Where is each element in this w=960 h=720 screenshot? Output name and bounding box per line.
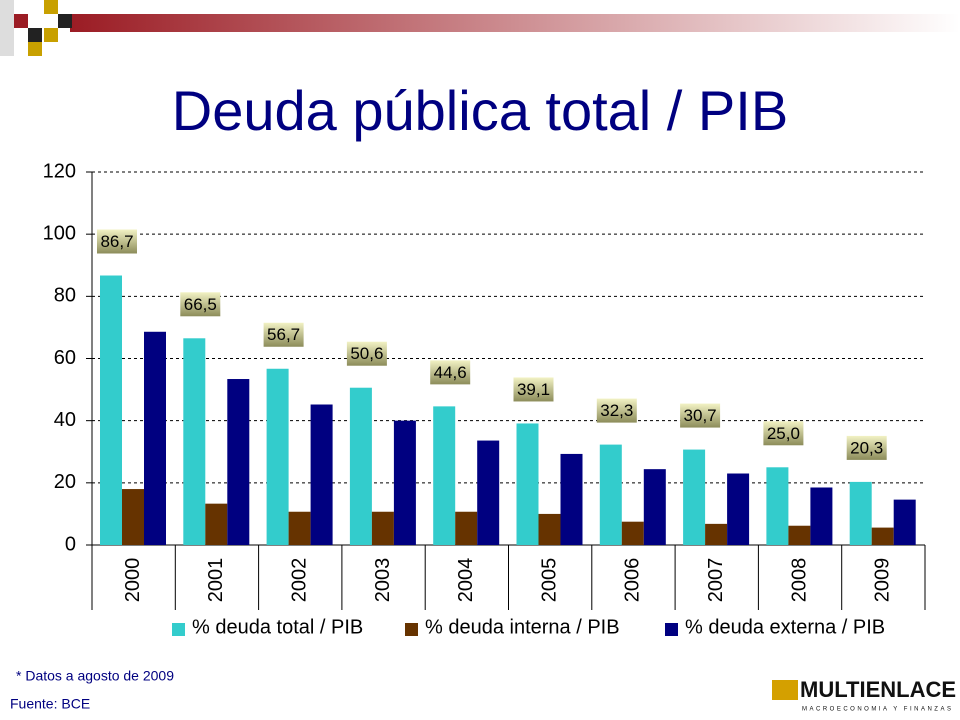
bar bbox=[183, 338, 206, 545]
value-label: 32,3 bbox=[600, 401, 633, 420]
legend-label: % deuda interna / PIB bbox=[425, 616, 620, 638]
bar bbox=[144, 331, 166, 545]
x-tick-label: 2001 bbox=[205, 558, 227, 603]
bar bbox=[100, 275, 122, 545]
value-label-box bbox=[180, 292, 221, 317]
logo-tagline: MACROECONOMIA Y FINANZAS bbox=[802, 707, 953, 713]
y-tick-label: 0 bbox=[65, 533, 76, 555]
legend-swatch bbox=[665, 623, 678, 636]
value-label: 30,7 bbox=[684, 406, 717, 425]
bar bbox=[683, 449, 706, 545]
value-label-box bbox=[97, 229, 137, 254]
bar bbox=[643, 469, 666, 545]
value-label: 39,1 bbox=[517, 380, 550, 399]
bar bbox=[849, 481, 872, 545]
chart-title: Deuda pública total / PIB bbox=[172, 79, 788, 142]
bar bbox=[349, 387, 372, 545]
bar bbox=[122, 489, 144, 545]
value-label-box bbox=[430, 360, 471, 385]
bar bbox=[538, 513, 561, 545]
bar bbox=[227, 379, 250, 545]
source: Fuente: BCE bbox=[10, 696, 90, 712]
bar bbox=[705, 523, 728, 545]
y-tick-label: 80 bbox=[54, 285, 76, 307]
bar bbox=[516, 423, 539, 545]
bar bbox=[393, 420, 416, 545]
value-label-box bbox=[263, 322, 304, 347]
value-label-box bbox=[596, 398, 637, 423]
top-bar bbox=[70, 14, 960, 32]
value-label: 20,3 bbox=[850, 438, 883, 457]
corner-squares bbox=[0, 0, 72, 56]
y-tick-label: 120 bbox=[43, 160, 76, 182]
value-label-box bbox=[346, 341, 387, 366]
logo-name: MULTIENLACE bbox=[800, 677, 956, 702]
y-tick-label: 20 bbox=[54, 471, 76, 493]
x-tick-label: 2007 bbox=[705, 558, 727, 603]
logo: MULTIENLACE MACROECONOMIA Y FINANZAS bbox=[772, 677, 956, 713]
x-tick-label: 2002 bbox=[289, 558, 311, 603]
value-label: 56,7 bbox=[267, 325, 300, 344]
value-label: 50,6 bbox=[350, 344, 383, 363]
bar bbox=[560, 453, 583, 545]
bar bbox=[766, 467, 789, 545]
x-tick-label: 2004 bbox=[455, 558, 477, 603]
x-tick-label: 2006 bbox=[622, 558, 644, 603]
bar bbox=[788, 525, 811, 545]
legend-label: % deuda externa / PIB bbox=[685, 616, 885, 638]
x-tick-label: 2003 bbox=[372, 558, 394, 603]
y-tick-label: 40 bbox=[54, 409, 76, 431]
x-tick-label: 2005 bbox=[538, 558, 560, 603]
value-label: 66,5 bbox=[184, 295, 217, 314]
bar bbox=[871, 527, 894, 545]
value-label: 44,6 bbox=[434, 363, 467, 382]
bar bbox=[310, 404, 333, 545]
bar bbox=[599, 444, 622, 545]
legend-label: % deuda total / PIB bbox=[192, 616, 363, 638]
legend-swatch bbox=[405, 623, 418, 636]
value-label-box bbox=[513, 377, 554, 402]
x-tick-label: 2008 bbox=[788, 558, 810, 603]
bar bbox=[266, 368, 289, 545]
x-tick-label: 2009 bbox=[872, 558, 894, 603]
value-label-box bbox=[763, 421, 804, 446]
bar bbox=[433, 406, 456, 545]
y-tick-label: 60 bbox=[54, 347, 76, 369]
value-label: 25,0 bbox=[767, 424, 800, 443]
value-label: 86,7 bbox=[100, 232, 133, 251]
bar bbox=[371, 511, 394, 545]
bar bbox=[205, 503, 228, 545]
value-label-box bbox=[846, 435, 887, 460]
bar bbox=[455, 511, 478, 545]
bar bbox=[477, 440, 500, 545]
bar bbox=[288, 511, 311, 545]
bar bbox=[621, 521, 644, 545]
y-tick-label: 100 bbox=[43, 222, 76, 244]
logo-icon bbox=[772, 680, 798, 700]
bar bbox=[727, 473, 750, 545]
footnote: * Datos a agosto de 2009 bbox=[16, 668, 174, 684]
bar bbox=[810, 487, 833, 545]
value-label-box bbox=[680, 403, 721, 428]
legend-swatch bbox=[172, 623, 185, 636]
x-tick-label: 2000 bbox=[122, 558, 144, 603]
bar bbox=[893, 499, 916, 545]
